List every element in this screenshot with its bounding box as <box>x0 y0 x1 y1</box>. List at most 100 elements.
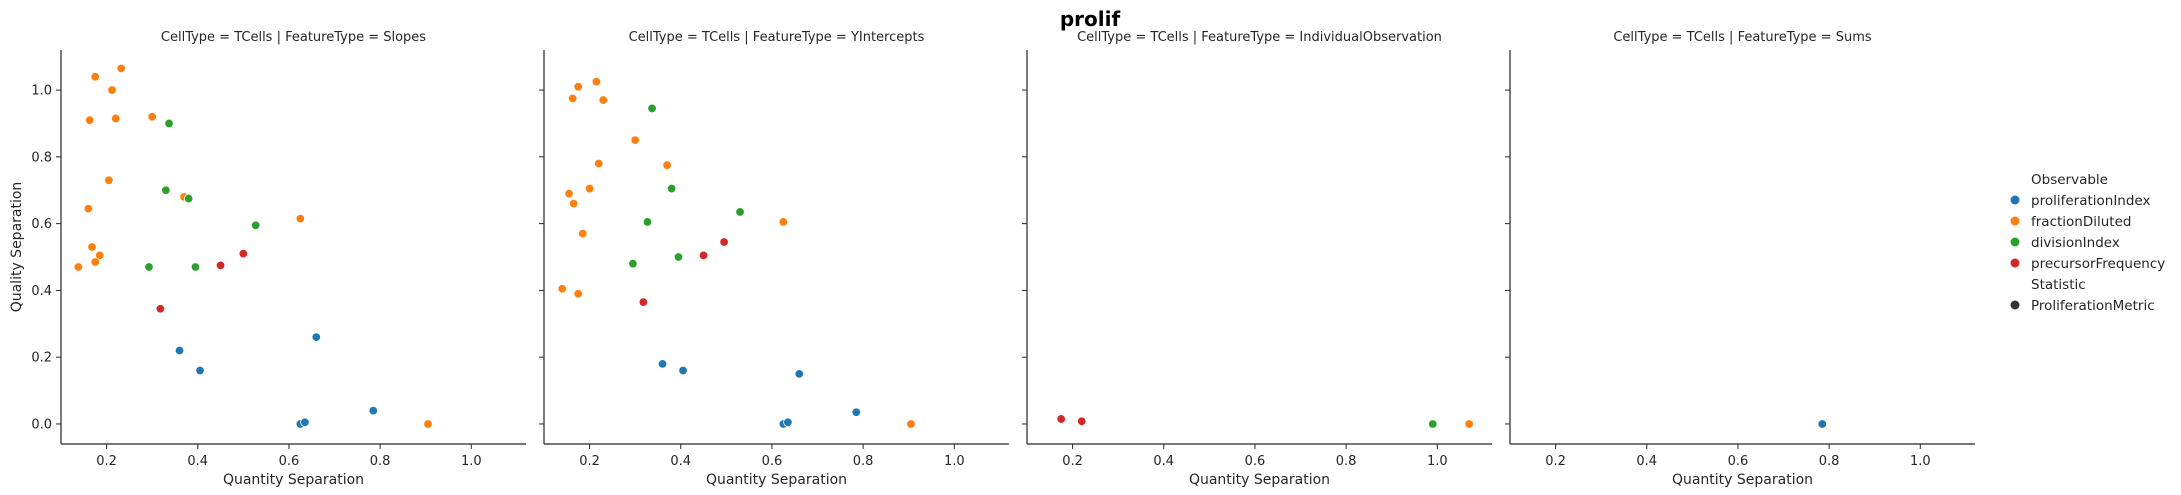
data-point <box>190 262 201 272</box>
data-point <box>85 115 95 125</box>
data-point <box>647 103 657 114</box>
x-tick-label: 0.4 <box>187 454 208 469</box>
series-precursorFrequency <box>638 237 729 307</box>
x-tick-label: 0.2 <box>1062 454 1083 469</box>
data-point <box>584 183 595 194</box>
series-divisionIndex <box>628 103 745 269</box>
data-point <box>95 250 105 261</box>
data-point <box>591 77 602 87</box>
data-point <box>116 63 126 74</box>
data-point <box>851 407 861 417</box>
facet-panel-3: CellType = TCells | FeatureType = Indivi… <box>1022 30 1492 488</box>
x-tick-label: 0.8 <box>853 454 874 469</box>
data-point <box>698 250 709 261</box>
x-tick-label: 0.4 <box>670 454 691 469</box>
legend: Observable proliferationIndex fractionDilu… <box>2010 172 2165 314</box>
panel-title: CellType = TCells | FeatureType = Slopes <box>161 30 426 45</box>
x-tick-label: 0.6 <box>1728 454 1749 469</box>
data-point <box>161 185 171 195</box>
data-point <box>642 217 653 227</box>
data-point <box>164 118 174 129</box>
x-tick-label: 1.0 <box>1427 454 1448 469</box>
data-point <box>238 248 249 259</box>
series-fractionDiluted <box>557 77 916 429</box>
data-point <box>111 113 121 124</box>
data-point <box>1464 419 1474 429</box>
y-axis-label: Quality Separation <box>9 182 25 313</box>
data-point <box>1077 416 1087 426</box>
series-divisionIndex <box>1428 419 1438 429</box>
facet-panel-2: CellType = TCells | FeatureType = YInter… <box>539 30 1009 488</box>
data-point <box>735 207 745 217</box>
data-point <box>1817 419 1827 429</box>
data-point <box>155 304 166 314</box>
x-axis-label: Quantity Separation <box>1189 472 1330 488</box>
y-tick-label: 0.2 <box>31 351 52 366</box>
data-point <box>295 213 306 224</box>
data-point <box>568 93 578 104</box>
data-point <box>568 198 579 209</box>
x-tick-label: 0.8 <box>1819 454 1840 469</box>
legend-marker <box>2010 216 2020 226</box>
series-divisionIndex <box>144 118 261 272</box>
x-axis-label: Quantity Separation <box>1672 472 1813 488</box>
data-point <box>630 135 640 145</box>
data-point <box>183 193 194 204</box>
x-axis-label: Quantity Separation <box>706 472 847 488</box>
data-point <box>598 95 608 105</box>
series-fractionDiluted <box>1464 419 1474 429</box>
series-proliferationIndex <box>657 359 861 429</box>
data-point <box>638 297 649 307</box>
legend-marker <box>2010 300 2020 310</box>
data-point <box>144 262 154 272</box>
panel-title: CellType = TCells | FeatureType = Sums <box>1613 30 1872 45</box>
x-tick-label: 0.2 <box>579 454 600 469</box>
data-point <box>666 183 677 194</box>
data-point <box>1428 419 1438 429</box>
x-tick-label: 0.4 <box>1153 454 1174 469</box>
legend-title-observable: Observable <box>2031 172 2108 188</box>
legend-entry-proliferationIndex: proliferationIndex <box>2031 193 2151 209</box>
data-point <box>783 417 793 427</box>
x-tick-label: 0.6 <box>279 454 300 469</box>
data-point <box>368 405 378 416</box>
facet-panel-1: CellType = TCells | FeatureType = Slopes… <box>9 30 526 488</box>
x-tick-label: 0.2 <box>96 454 117 469</box>
data-point <box>573 82 583 92</box>
panel-title: CellType = TCells | FeatureType = Indivi… <box>1077 30 1442 45</box>
x-tick-label: 0.6 <box>1245 454 1266 469</box>
data-point <box>794 369 804 379</box>
y-tick-label: 0.6 <box>31 217 52 232</box>
x-axis-label: Quantity Separation <box>223 472 364 488</box>
data-point <box>906 419 916 429</box>
data-point <box>107 85 117 95</box>
series-fractionDiluted <box>73 63 433 429</box>
data-point <box>778 217 789 227</box>
data-point <box>594 158 604 169</box>
legend-marker <box>2010 195 2020 205</box>
data-point <box>147 112 157 122</box>
legend-entry-statistic: ProliferationMetric <box>2031 298 2155 314</box>
data-point <box>657 359 668 369</box>
data-point <box>423 419 433 429</box>
x-tick-label: 0.8 <box>1336 454 1357 469</box>
x-tick-label: 0.4 <box>1636 454 1657 469</box>
x-tick-label: 1.0 <box>944 454 965 469</box>
data-point <box>83 203 94 214</box>
figure-title: prolif <box>1060 7 1121 31</box>
legend-entry-precursorFrequency: precursorFrequency <box>2031 256 2165 272</box>
data-point <box>573 289 583 299</box>
data-point <box>719 237 729 247</box>
data-point <box>673 252 684 262</box>
data-point <box>662 160 672 170</box>
y-tick-label: 0.8 <box>31 150 52 165</box>
data-point <box>578 228 588 239</box>
facet-grid: CellType = TCells | FeatureType = Slopes… <box>9 30 1975 488</box>
series-precursorFrequency <box>155 248 249 314</box>
y-tick-label: 1.0 <box>31 84 52 99</box>
x-tick-label: 0.8 <box>370 454 391 469</box>
data-point <box>557 284 567 294</box>
data-point <box>90 72 100 82</box>
data-point <box>73 262 84 272</box>
